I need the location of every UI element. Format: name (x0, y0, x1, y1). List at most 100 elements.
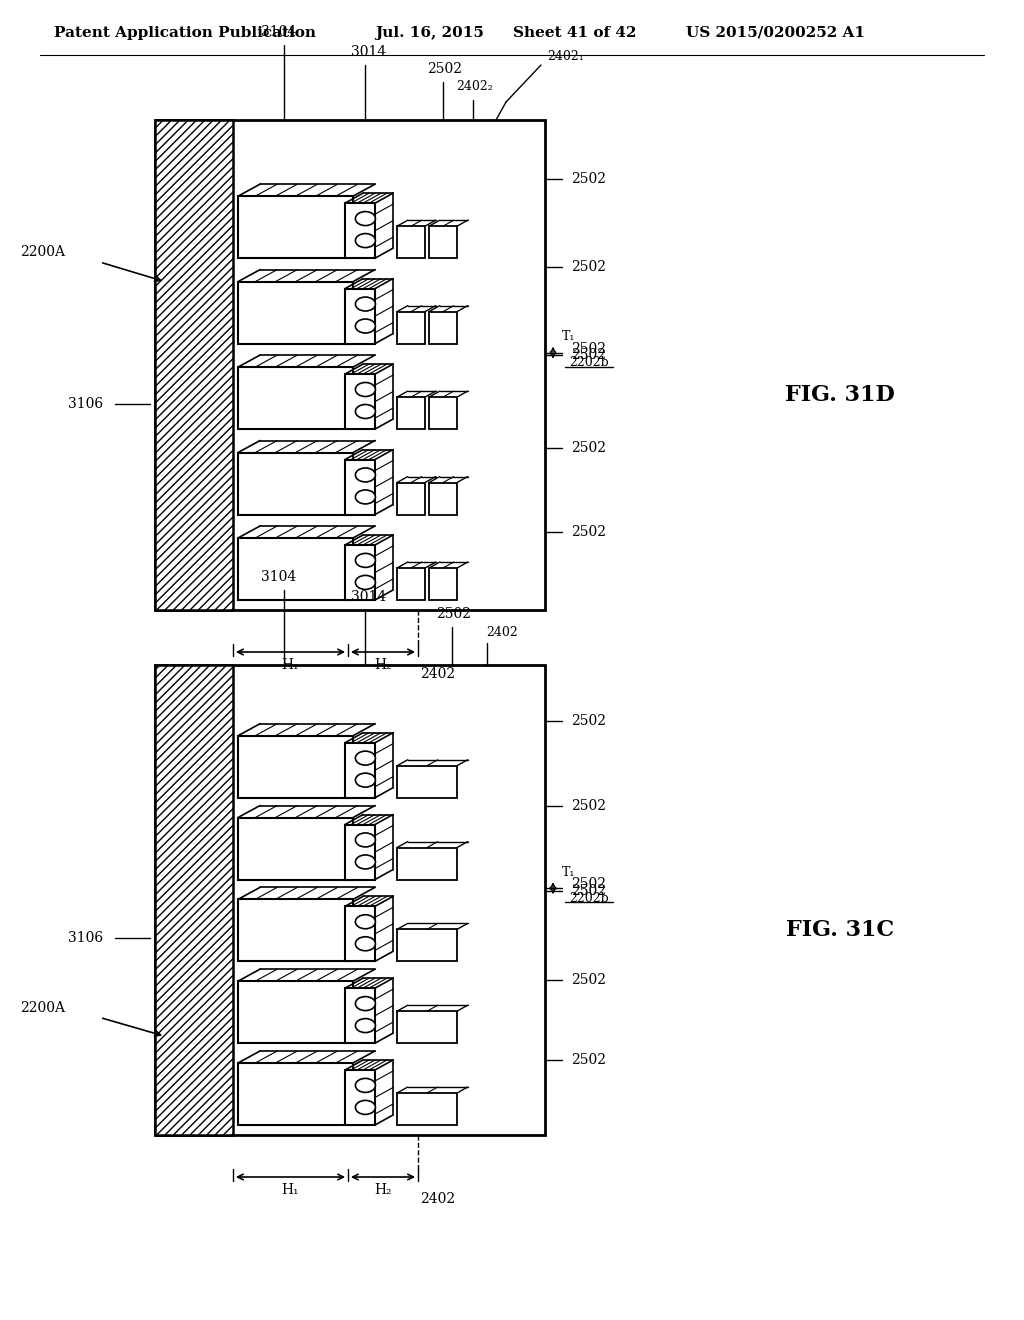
Text: 3106: 3106 (68, 397, 103, 412)
Bar (429, 226, 457, 259)
Bar (238, 453, 353, 515)
Bar (345, 289, 375, 343)
Text: 2502: 2502 (571, 172, 606, 186)
Text: 2502: 2502 (571, 973, 606, 987)
Ellipse shape (355, 833, 376, 847)
Text: Sheet 41 of 42: Sheet 41 of 42 (513, 26, 637, 40)
Bar (238, 981, 353, 1043)
Text: US 2015/0200252 A1: US 2015/0200252 A1 (685, 26, 864, 40)
Bar (397, 568, 425, 601)
Text: 2502: 2502 (436, 607, 471, 620)
Text: 2502: 2502 (571, 878, 606, 891)
Text: Patent Application Publication: Patent Application Publication (54, 26, 316, 40)
Ellipse shape (355, 855, 376, 869)
Bar (155, 665, 545, 1135)
Ellipse shape (355, 937, 376, 950)
Ellipse shape (355, 297, 376, 312)
Bar (155, 120, 545, 610)
Ellipse shape (355, 1019, 376, 1032)
Text: Jul. 16, 2015: Jul. 16, 2015 (376, 26, 484, 40)
Text: H₂: H₂ (374, 1183, 392, 1197)
Bar (397, 766, 457, 797)
Text: T₁: T₁ (562, 866, 575, 879)
Bar (345, 459, 375, 515)
Text: H₁: H₁ (282, 1183, 299, 1197)
Text: 2200A: 2200A (20, 1001, 65, 1015)
Text: FIG. 31C: FIG. 31C (786, 919, 894, 941)
Text: 3014: 3014 (351, 590, 386, 605)
Bar (155, 120, 233, 610)
Bar (397, 847, 457, 879)
Text: 3014: 3014 (351, 45, 386, 59)
Bar (397, 929, 457, 961)
Ellipse shape (355, 234, 376, 248)
Text: 2202b: 2202b (569, 356, 609, 370)
Bar (397, 483, 425, 515)
Text: 3104: 3104 (261, 25, 297, 40)
Ellipse shape (355, 319, 376, 333)
Text: 2502: 2502 (571, 1053, 606, 1067)
Text: 3104: 3104 (261, 570, 297, 583)
Bar (397, 397, 425, 429)
Text: 2200A: 2200A (20, 246, 65, 259)
Bar (238, 281, 353, 343)
Bar (238, 539, 353, 601)
Bar (429, 568, 457, 601)
Text: 2202b: 2202b (569, 892, 609, 904)
Bar (397, 226, 425, 259)
Bar (238, 367, 353, 429)
Bar (345, 1071, 375, 1125)
Text: 2502: 2502 (571, 260, 606, 275)
Bar (397, 312, 425, 343)
Bar (429, 483, 457, 515)
Text: 2502: 2502 (571, 348, 606, 362)
Bar (345, 374, 375, 429)
Text: 2502: 2502 (571, 883, 606, 898)
Bar (345, 203, 375, 259)
Text: 2502: 2502 (427, 62, 463, 77)
Text: T₁: T₁ (562, 330, 575, 343)
Bar (238, 1063, 353, 1125)
Bar (155, 665, 233, 1135)
Text: H₂: H₂ (374, 657, 392, 672)
Bar (238, 817, 353, 879)
Bar (238, 899, 353, 961)
Text: 2502: 2502 (571, 799, 606, 813)
Bar (345, 825, 375, 879)
Bar (345, 743, 375, 797)
Bar (429, 397, 457, 429)
Ellipse shape (355, 1078, 376, 1093)
Text: 3106: 3106 (68, 931, 103, 945)
Text: 2502: 2502 (571, 441, 606, 455)
Bar (345, 545, 375, 601)
Ellipse shape (355, 1101, 376, 1114)
Bar (238, 735, 353, 797)
Text: 2402₂: 2402₂ (457, 81, 494, 94)
Ellipse shape (355, 383, 376, 396)
Ellipse shape (355, 469, 376, 482)
Text: 2502: 2502 (571, 342, 606, 356)
Ellipse shape (355, 774, 376, 787)
Ellipse shape (355, 553, 376, 568)
Text: 2502: 2502 (571, 524, 606, 539)
Text: 2402: 2402 (421, 667, 456, 681)
Text: 2402: 2402 (486, 626, 518, 639)
Ellipse shape (355, 490, 376, 504)
Bar (429, 312, 457, 343)
Bar (345, 989, 375, 1043)
Text: FIG. 31D: FIG. 31D (785, 384, 895, 407)
Bar (397, 1011, 457, 1043)
Text: 2402₁: 2402₁ (548, 50, 585, 63)
Ellipse shape (355, 751, 376, 766)
Ellipse shape (355, 576, 376, 590)
Ellipse shape (355, 404, 376, 418)
Text: 2502: 2502 (571, 714, 606, 729)
Text: H₁: H₁ (282, 657, 299, 672)
Bar (238, 197, 353, 259)
Ellipse shape (355, 915, 376, 929)
Ellipse shape (355, 211, 376, 226)
Bar (345, 907, 375, 961)
Ellipse shape (355, 997, 376, 1011)
Bar (397, 1093, 457, 1125)
Text: 2402: 2402 (421, 1192, 456, 1206)
